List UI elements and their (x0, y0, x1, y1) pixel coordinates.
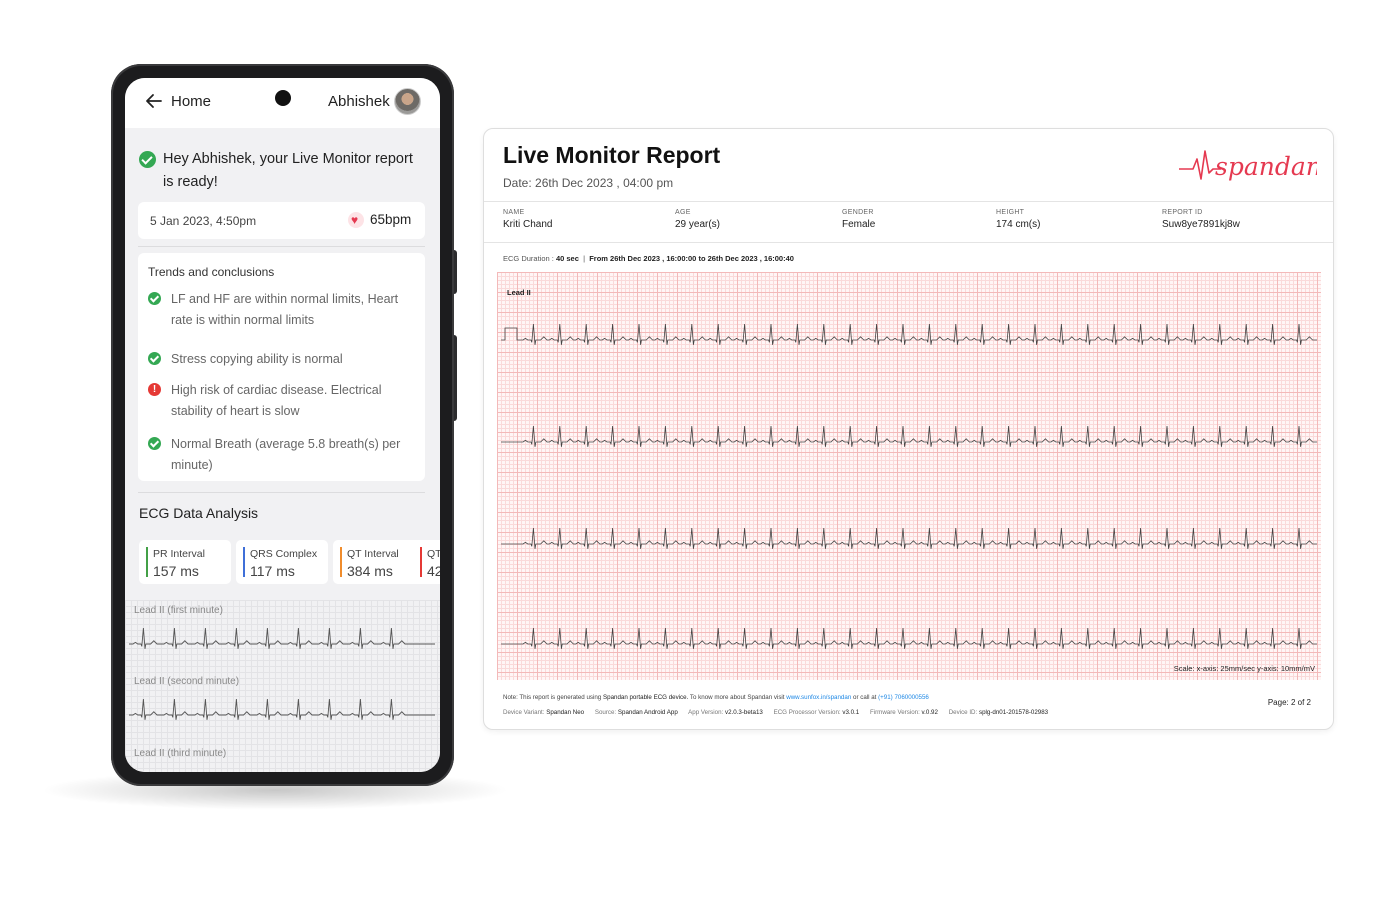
ecg-scale-text: Scale: x-axis: 25mm/sec y-axis: 10mm/mV (1173, 664, 1315, 673)
meta-value: Spandan Neo (546, 709, 585, 716)
metric-color-bar (340, 547, 342, 577)
meta-key: Firmware Version: (869, 709, 920, 716)
patient-field: NAME Kriti Chand (503, 209, 552, 230)
ecg-trace-second-minute (129, 698, 435, 720)
patient-field: GENDER Female (842, 209, 875, 230)
report-title: Live Monitor Report (503, 142, 721, 168)
trends-card: Trends and conclusions LF and HF are wit… (138, 253, 425, 481)
avatar[interactable] (394, 88, 421, 115)
page-number: Page: 2 of 2 (1267, 698, 1311, 707)
report-device-meta: Device Variant: Spandan Neo Source: Span… (503, 709, 1057, 716)
heart-rate-value: 65bpm (370, 212, 412, 227)
meta-key: App Version: (688, 709, 724, 716)
metric-label: PR Interval (153, 548, 205, 560)
divider (138, 246, 425, 247)
lead-label: Lead II (second minute) (134, 676, 240, 687)
phone-ecg-preview[interactable]: Lead II (first minute) Lead II (second m… (125, 600, 440, 772)
trend-text: LF and HF are within normal limits, Hear… (171, 292, 399, 327)
patient-field-key: GENDER (842, 209, 874, 216)
user-name: Abhishek (328, 93, 390, 110)
brand-wordmark: spandan (1215, 152, 1317, 181)
meta-value: v3.0.1 (842, 709, 860, 716)
lead-label: Lead II (third minute) (134, 748, 227, 759)
metric-card[interactable]: PR Interval 157 ms (139, 540, 231, 584)
metric-label: QRS Complex (250, 548, 318, 560)
patient-field-key: HEIGHT (996, 209, 1025, 216)
ecg-trace-first-minute (129, 627, 435, 649)
phone-volume-button (452, 335, 457, 421)
metric-value: 384 ms (347, 563, 393, 579)
metric-cards-row[interactable]: PR Interval 157 ms QRS Complex 117 ms QT… (139, 540, 440, 584)
metric-color-bar (243, 547, 245, 577)
metric-color-bar (146, 547, 148, 577)
session-card[interactable]: 5 Jan 2023, 4:50pm 65bpm (138, 202, 425, 239)
patient-field-value: Suw8ye7891kj8w (1162, 219, 1240, 230)
ecg-analysis-title: ECG Data Analysis (139, 505, 259, 521)
patient-field: HEIGHT 174 cm(s) (996, 209, 1040, 230)
ecg-strip-2 (501, 425, 1317, 447)
spandan-logo: spandan (1179, 150, 1317, 181)
meta-value: v.0.92 (921, 709, 938, 716)
phone-frame: Home Abhishek Hey Abhishek, your Live Mo… (111, 64, 454, 786)
back-arrow-icon[interactable] (145, 92, 163, 110)
trend-text: Normal Breath (average 5.8 breath(s) per… (171, 437, 401, 472)
patient-field-value: 29 year(s) (675, 219, 721, 230)
patient-field-value: Female (842, 219, 876, 230)
meta-value: Spandan Android App (617, 709, 678, 716)
session-datetime: 5 Jan 2023, 4:50pm (150, 214, 257, 228)
alert-circle-icon (148, 383, 161, 396)
patient-field: AGE 29 year(s) (675, 209, 720, 230)
ecg-duration-line: ECG Duration : 40 sec | From 26th Dec 20… (503, 254, 794, 263)
report-date: Date: 26th Dec 2023 , 04:00 pm (503, 176, 674, 190)
lead-label: Lead II (507, 288, 531, 297)
ecg-grid: Lead II Scale: x-axis: 25mm/sec y-axis: … (497, 272, 1321, 680)
patient-field-value: 174 cm(s) (996, 219, 1041, 230)
meta-key: Source: (594, 709, 617, 716)
check-circle-icon (148, 437, 161, 450)
check-circle-icon (148, 292, 161, 305)
metric-card[interactable]: QRS Complex 117 ms (236, 540, 328, 584)
check-circle-icon (139, 151, 156, 168)
meta-value: splg-dn01-201578-02983 (978, 709, 1049, 716)
patient-field: REPORT ID Suw8ye7891kj8w (1162, 209, 1240, 230)
divider (484, 201, 1333, 202)
trends-title: Trends and conclusions (148, 265, 275, 279)
phone-side-button (452, 250, 457, 294)
patient-field-key: NAME (503, 209, 525, 216)
metric-label: QT (427, 548, 440, 560)
patient-field-key: REPORT ID (1162, 209, 1203, 216)
patient-field-value: Kriti Chand (503, 219, 553, 230)
meta-key: Device Variant: (503, 709, 545, 716)
support-phone-link[interactable]: (+91) 7060000556 (878, 694, 929, 701)
ecg-report: Live Monitor Report Date: 26th Dec 2023 … (483, 128, 1334, 730)
meta-value: v2.0.3-beta13 (724, 709, 763, 716)
metric-card[interactable]: QT 42 (413, 540, 440, 584)
report-ready-text: Hey Abhishek, your Live Monitor report i… (163, 151, 413, 190)
metric-card[interactable]: QT Interval 384 ms (333, 540, 425, 584)
divider (138, 492, 425, 493)
heart-icon (348, 212, 364, 228)
ecg-strip-3 (501, 527, 1317, 549)
meta-key: Device ID: (948, 709, 978, 716)
metric-color-bar (420, 547, 422, 577)
trend-text: Stress copying ability is normal (171, 352, 343, 366)
metric-value: 117 ms (250, 563, 295, 579)
spandan-website-link[interactable]: www.sunfox.in/spandan (786, 694, 852, 701)
phone-screen: Home Abhishek Hey Abhishek, your Live Mo… (125, 78, 440, 772)
meta-key: ECG Processor Version: (773, 709, 841, 716)
home-link[interactable]: Home (171, 93, 212, 110)
report-note: Note: This report is generated using Spa… (503, 694, 929, 701)
lead-label: Lead II (first minute) (134, 605, 223, 616)
metric-value: 157 ms (153, 563, 199, 579)
metric-value: 42 (427, 563, 440, 579)
front-camera (275, 90, 291, 106)
patient-field-key: AGE (675, 209, 691, 216)
ecg-strip-4 (501, 627, 1317, 649)
check-circle-icon (148, 352, 161, 365)
ecg-strip-1 (501, 323, 1317, 345)
trend-text: High risk of cardiac disease. Electrical… (171, 383, 382, 418)
metric-label: QT Interval (347, 548, 399, 560)
divider (484, 242, 1333, 243)
